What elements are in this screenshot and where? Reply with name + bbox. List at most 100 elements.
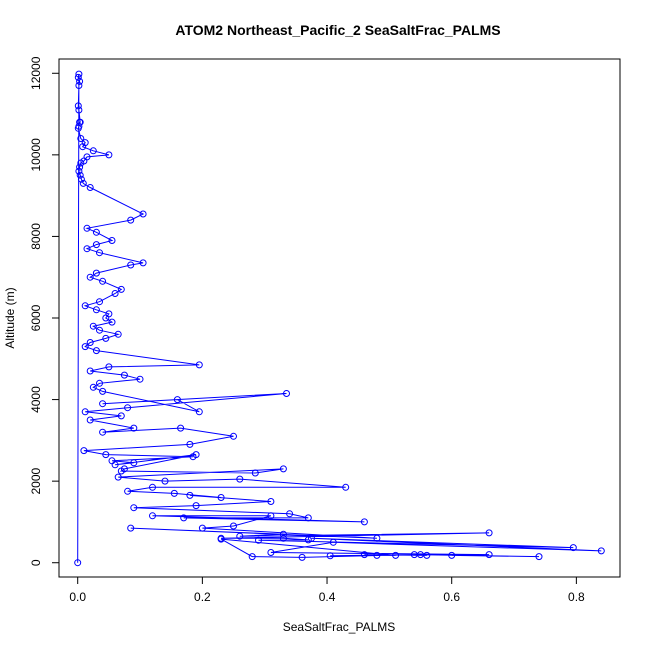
plot-area	[58, 58, 621, 578]
data-point	[267, 512, 275, 520]
data-point	[77, 135, 85, 142]
y-tick-label: 0	[29, 559, 43, 566]
data-point	[423, 551, 431, 559]
data-point	[373, 534, 381, 542]
data-point	[230, 522, 237, 530]
data-point	[130, 459, 138, 467]
data-point	[283, 390, 290, 397]
data-point	[255, 536, 262, 544]
data-point	[124, 487, 132, 495]
data-point	[76, 77, 84, 85]
data-point	[77, 175, 85, 183]
y-axis-label: Altitude (m)	[3, 287, 17, 348]
data-point	[139, 259, 147, 267]
y-tick-label: 12000	[29, 56, 43, 90]
data-point	[99, 387, 107, 395]
x-axis: 0.0 0.2 0.4 0.6 0.8	[69, 576, 585, 604]
data-point	[217, 494, 225, 501]
data-point	[102, 451, 110, 459]
series-line	[77, 74, 602, 563]
data-point	[279, 465, 287, 473]
data-point	[99, 277, 107, 285]
data-point	[96, 298, 103, 306]
data-point	[83, 224, 91, 232]
data-point	[597, 547, 605, 555]
data-point	[360, 518, 368, 526]
data-point	[96, 249, 103, 257]
chart-title: ATOM2 Northeast_Pacific_2 SeaSaltFrac_PA…	[175, 22, 500, 38]
data-point	[279, 534, 287, 542]
data-point	[108, 318, 116, 326]
data-point	[230, 432, 237, 440]
y-tick-label: 4000	[29, 386, 43, 413]
data-point	[342, 483, 350, 491]
y-tick-label: 8000	[29, 223, 43, 250]
data-point	[92, 269, 100, 277]
data-point	[89, 322, 97, 330]
data-point	[124, 404, 132, 412]
data-point	[329, 538, 337, 546]
data-point	[114, 473, 122, 481]
data-point	[170, 489, 178, 497]
data-point	[81, 302, 89, 310]
data-point	[86, 184, 94, 191]
y-tick-label: 2000	[29, 467, 43, 494]
data-point	[180, 514, 188, 522]
data-point	[195, 408, 203, 416]
data-point	[195, 361, 203, 369]
data-point	[127, 216, 135, 224]
data-point	[192, 502, 200, 510]
data-point	[96, 379, 103, 387]
data-point	[76, 163, 84, 171]
data-point	[298, 553, 306, 561]
data-point	[569, 544, 577, 552]
x-tick-label: 0.0	[69, 590, 86, 604]
data-point	[92, 347, 100, 355]
data-point	[127, 524, 135, 532]
data-point	[108, 237, 116, 244]
data-point	[279, 530, 287, 538]
data-point	[105, 151, 113, 159]
data-point	[173, 396, 181, 404]
data-point	[117, 412, 125, 420]
data-point	[92, 241, 100, 249]
data-point	[485, 551, 493, 559]
data-point	[286, 510, 294, 518]
data-point	[136, 375, 144, 383]
data-point	[75, 167, 83, 175]
data-point	[186, 491, 194, 499]
data-point	[392, 551, 400, 559]
data-point	[248, 553, 256, 561]
data-point	[86, 273, 94, 281]
data-point	[114, 330, 122, 338]
data-point	[77, 159, 85, 167]
data-point	[74, 124, 82, 132]
data-point	[139, 210, 147, 218]
data-point	[111, 290, 119, 297]
data-point	[74, 102, 82, 110]
data-point	[102, 314, 110, 322]
data-point	[79, 179, 87, 187]
data-point	[75, 70, 83, 78]
data-point	[117, 467, 125, 475]
data-point	[236, 532, 244, 540]
y-axis: 0 2000 4000 6000 8000 10000 12000	[29, 56, 60, 566]
data-point	[177, 424, 185, 432]
data-point	[127, 261, 135, 269]
data-point	[102, 334, 110, 342]
data-point	[308, 534, 315, 542]
data-point	[89, 147, 97, 155]
x-tick-label: 0.4	[319, 590, 336, 604]
data-point	[186, 440, 194, 448]
data-point	[120, 371, 128, 379]
data-point	[198, 524, 206, 532]
data-point	[75, 106, 83, 114]
x-axis-label: SeaSaltFrac_PALMS	[283, 620, 396, 634]
data-point	[161, 477, 169, 485]
data-point	[74, 73, 82, 81]
data-point	[217, 535, 225, 543]
data-point	[76, 171, 84, 179]
data-point	[81, 343, 89, 351]
data-point	[89, 383, 97, 391]
